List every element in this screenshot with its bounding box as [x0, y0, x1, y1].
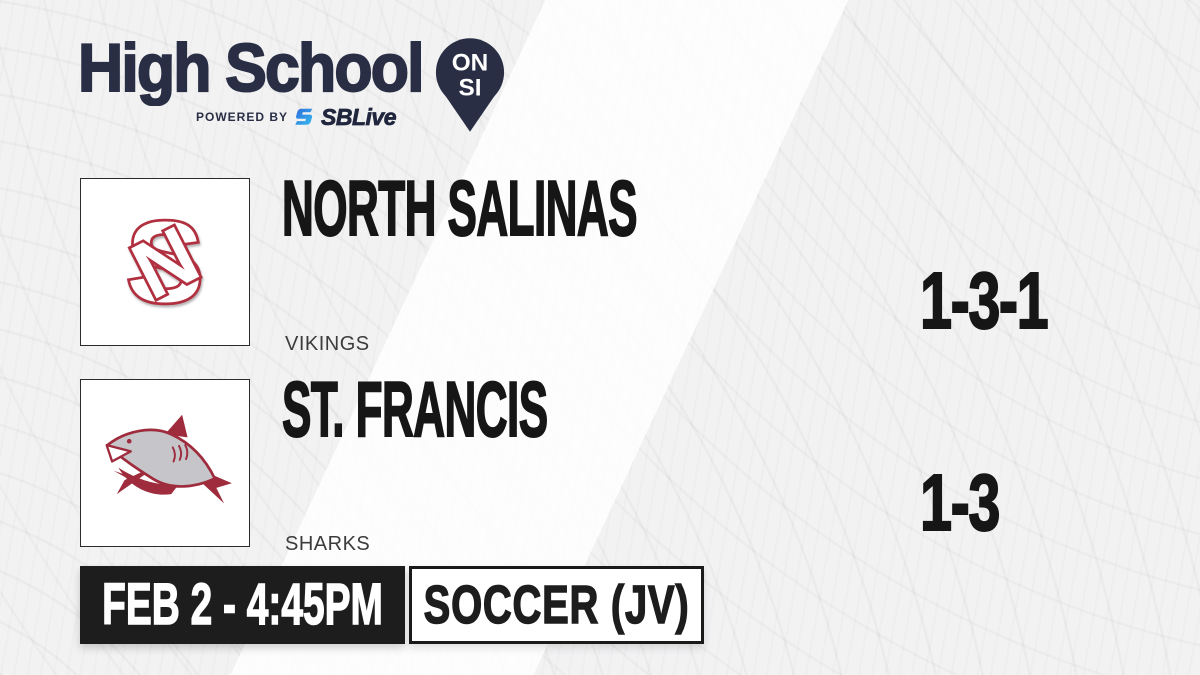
brand-title: High School [77, 30, 425, 106]
game-event: SOCCER (JV) [423, 575, 690, 635]
st-francis-shark-icon [105, 414, 232, 504]
game-datetime: FEB 2 - 4:45PM [102, 572, 384, 637]
pin-line1: ON [452, 49, 489, 76]
team2-mascot: SHARKS [285, 533, 371, 555]
on-si-pin-icon: ON SI [435, 38, 505, 132]
team2-record: 1-3 [919, 458, 1001, 547]
team1-mascot: VIKINGS [285, 333, 370, 355]
game-datetime-box: FEB 2 - 4:45PM [80, 566, 405, 644]
team1-record: 1-3-1 [919, 256, 1049, 345]
sblive-icon [295, 108, 313, 125]
powered-by-label: POWERED BY [196, 110, 289, 124]
team1-logo-box: S N [80, 178, 250, 346]
game-event-box: SOCCER (JV) [409, 566, 704, 644]
team1-name: NORTH SALINAS [281, 164, 638, 252]
sblive-wordmark: SBLive [321, 103, 397, 130]
pin-line2: SI [459, 75, 482, 102]
team2-name: ST. FRANCIS [281, 365, 548, 453]
team2-logo-box [80, 379, 250, 547]
svg-text:S: S [127, 199, 203, 327]
powered-by-row: POWERED BY SBLive [196, 102, 397, 132]
north-salinas-ns-monogram-icon: S N [116, 196, 215, 328]
